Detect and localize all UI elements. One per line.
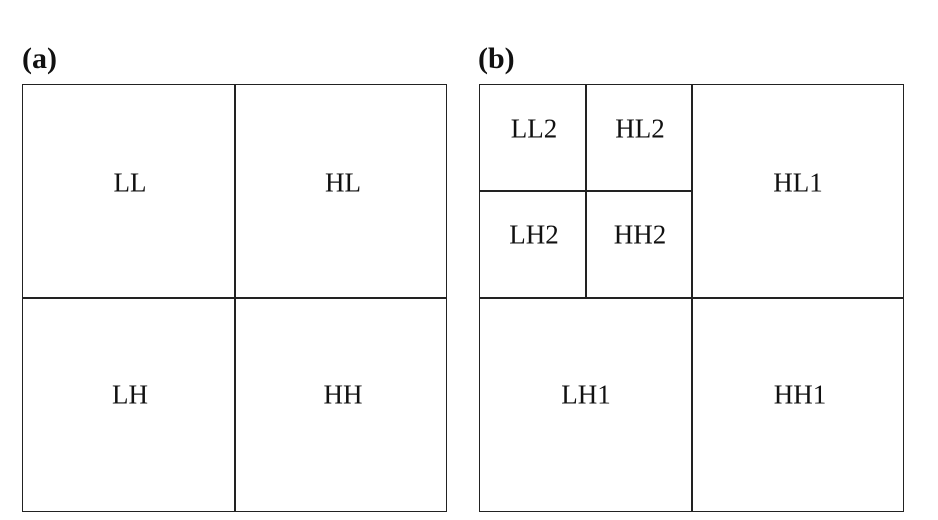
panel-a-label: (a) bbox=[22, 42, 57, 75]
panel-b-level2-horizontal-divider bbox=[480, 190, 691, 192]
subband-lh2: LH2 bbox=[509, 219, 559, 250]
subband-hh1: HH1 bbox=[773, 379, 827, 410]
subband-ll: LL bbox=[113, 167, 147, 198]
subband-hl2: HL2 bbox=[615, 113, 665, 144]
subband-hh: HH bbox=[323, 379, 363, 410]
panel-b-grid: LL2 HL2 LH2 HH2 HL1 LH1 HH1 bbox=[479, 84, 904, 512]
subband-ll2: LL2 bbox=[510, 113, 558, 144]
subband-lh1: LH1 bbox=[561, 379, 611, 410]
panel-b-horizontal-divider bbox=[480, 297, 903, 299]
subband-hl1: HL1 bbox=[773, 167, 823, 198]
panel-b-label: (b) bbox=[478, 42, 515, 75]
subband-lh: LH bbox=[112, 379, 148, 410]
panel-a-horizontal-divider bbox=[23, 297, 446, 299]
panel-a-grid: LL HL LH HH bbox=[22, 84, 447, 512]
subband-hl: HL bbox=[325, 167, 361, 198]
subband-hh2: HH2 bbox=[613, 219, 667, 250]
